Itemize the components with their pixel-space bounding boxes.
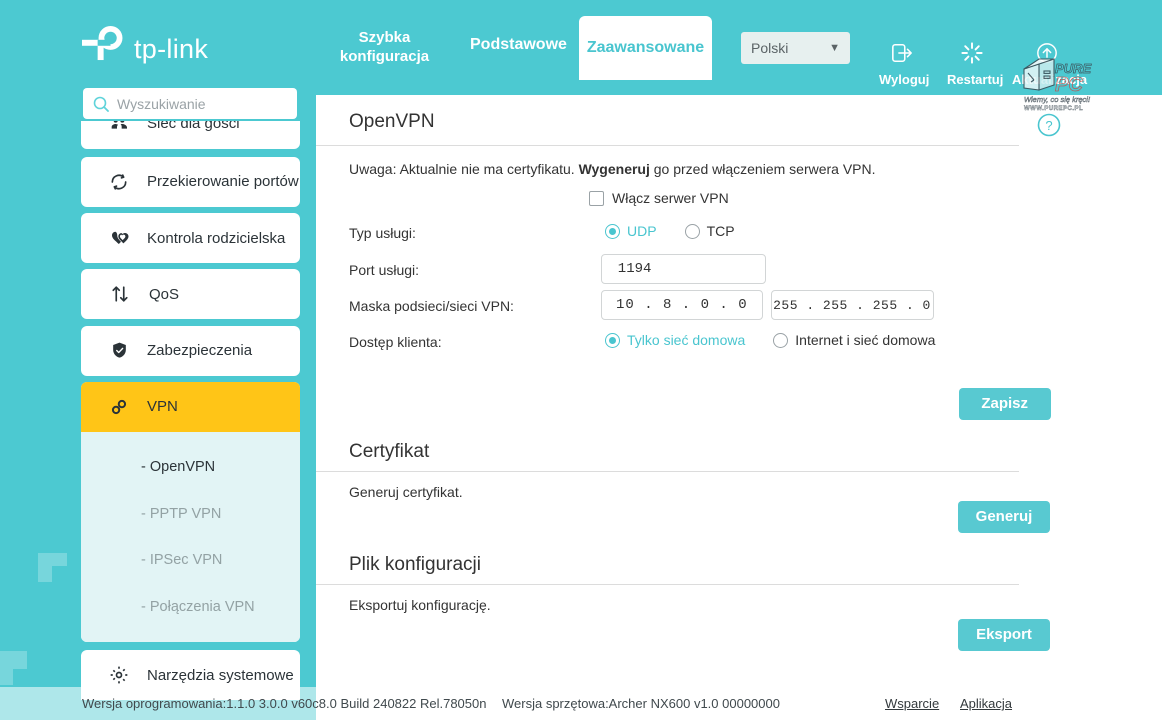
svg-text:WWW.PUREPC.PL: WWW.PUREPC.PL xyxy=(1024,106,1083,112)
svg-text:PC: PC xyxy=(1055,74,1083,96)
svg-text:?: ? xyxy=(1045,118,1052,133)
svg-text:Wiemy, co się kręci!: Wiemy, co się kręci! xyxy=(1024,95,1091,104)
